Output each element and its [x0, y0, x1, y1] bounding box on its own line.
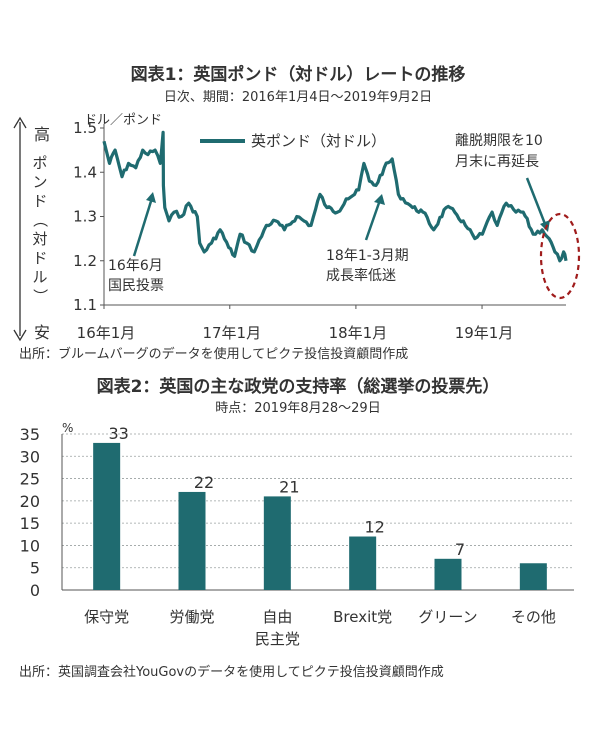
y-axis-label-char: ポ — [32, 154, 47, 172]
chart1-x-tick-label: 17年1月 — [202, 324, 261, 342]
annotation-arrowhead-2 — [374, 194, 385, 205]
chart2-y-tick-label: 0 — [30, 581, 40, 600]
bar — [519, 563, 547, 590]
bar-value-label: 12 — [364, 518, 384, 537]
annotation-brexit-vote-line1: 16年6月 — [108, 258, 163, 274]
highlight-ellipse — [539, 212, 581, 300]
chart1-y-tick-label: 1.2 — [73, 252, 97, 270]
chart2-source: 出所：英国調査会社YouGovのデータを使用してピクテ投信投資顧問作成 — [19, 664, 444, 680]
bar — [178, 491, 206, 590]
gbp-usd-line — [102, 130, 568, 263]
chart1-subtitle: 日次、期間：2016年1月4日～2019年9月2日 — [164, 89, 432, 105]
y-axis-label-char: ド — [32, 249, 47, 267]
chart1-y-tick-label: 1.3 — [73, 208, 97, 226]
bar-category-label: 労働党 — [169, 608, 214, 626]
bar — [349, 536, 377, 590]
annotation-arrowhead-1 — [146, 192, 156, 203]
y-arrow-up-head — [13, 116, 27, 129]
bar-category-label: 自由 — [262, 608, 292, 626]
annotation-deadline-line2: 月末に再延長 — [455, 154, 539, 170]
annotation-arrow-2 — [364, 199, 382, 241]
annotation-brexit-vote-line2: 国民投票 — [108, 278, 164, 294]
chart1-x-tick-label: 19年1月 — [455, 324, 514, 342]
y-arrow-down-head — [13, 329, 27, 342]
chart1-y-tick-label: 1.5 — [73, 119, 97, 137]
chart1-source: 出所：ブルームバーグのデータを使用してピクテ投信投資顧問作成 — [19, 346, 408, 362]
y-high-label: 高 — [34, 125, 50, 144]
chart1-y-tick-label: 1.4 — [73, 163, 97, 181]
bar-category-label: その他 — [511, 608, 556, 626]
y-axis-label-char: 対 — [32, 230, 47, 248]
chart2-unit-label: % — [62, 421, 73, 435]
y-axis-label-char: ド — [32, 192, 47, 210]
chart2-y-tick-label: 20 — [20, 492, 40, 511]
chart1-unit-label: ドル／ポンド — [84, 113, 162, 128]
chart1-title: 図表1：英国ポンド（対ドル）レートの推移 — [131, 64, 466, 85]
chart1-x-tick-label: 18年1月 — [329, 324, 388, 342]
y-axis-label-char: ） — [31, 288, 49, 303]
bar-category-label: 保守党 — [84, 608, 129, 626]
bar-category-label: グリーン — [418, 608, 477, 626]
y-axis-label-char: ン — [32, 173, 47, 191]
bar — [263, 496, 291, 590]
annotation-arrow-1 — [132, 197, 154, 257]
chart2-y-tick-label: 15 — [20, 514, 40, 533]
annotation-growth-line2: 成長率低迷 — [326, 267, 396, 284]
bar-value-label: 22 — [194, 473, 214, 492]
annotation-arrow-3 — [525, 177, 547, 225]
legend-label: 英ポンド（対ドル） — [251, 132, 386, 150]
chart1-x-tick-label: 16年1月 — [77, 324, 136, 342]
annotation-arrowhead-3 — [540, 220, 550, 232]
y-low-label: 安 — [34, 323, 50, 342]
chart2-y-tick-label: 35 — [20, 425, 40, 444]
y-axis-label-char: （ — [31, 212, 49, 227]
bar — [434, 558, 462, 590]
chart1-y-tick-label: 1.1 — [73, 296, 97, 314]
y-axis-label-char: ル — [32, 268, 47, 286]
chart2-subtitle: 時点：2019年8月28～29日 — [215, 401, 380, 416]
bar-value-label: 33 — [108, 424, 128, 443]
bar-category-label: Brexit党 — [333, 608, 392, 626]
chart2-y-tick-label: 10 — [20, 536, 40, 555]
chart2-y-tick-label: 30 — [20, 447, 40, 466]
chart2-y-tick-label: 25 — [20, 470, 40, 489]
bar-value-label: 21 — [279, 477, 299, 496]
annotation-growth-line1: 18年1-3月期 — [326, 248, 409, 264]
annotation-deadline-line1: 離脱期限を10 — [455, 132, 543, 149]
bar-category-label: 民主党 — [255, 630, 300, 648]
chart2-y-tick-label: 5 — [30, 559, 40, 578]
bar-value-label: 7 — [455, 540, 465, 559]
chart2-title: 図表2：英国の主な政党の支持率（総選挙の投票先） — [97, 376, 500, 397]
bar — [93, 442, 121, 590]
